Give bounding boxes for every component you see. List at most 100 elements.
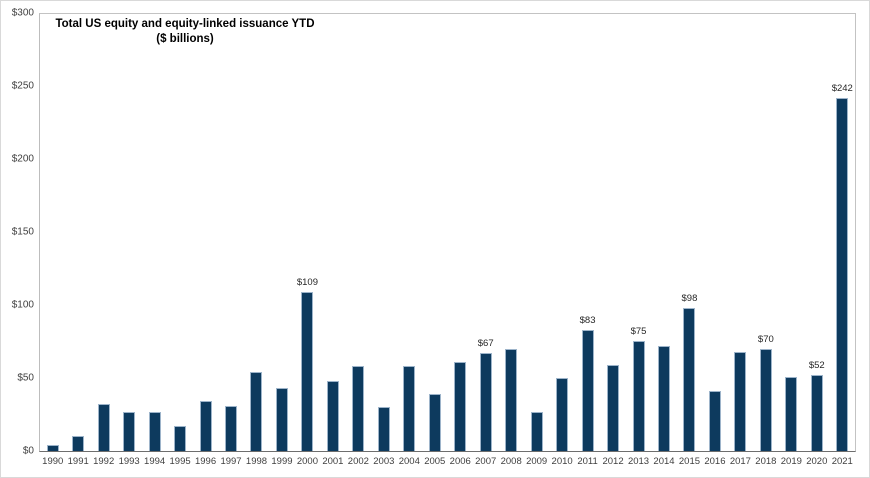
- bar-slot-1995: 1995: [167, 14, 192, 467]
- chart-title: Total US equity and equity-linked issuan…: [40, 17, 330, 47]
- bar-slot-1999: 1999: [269, 14, 294, 467]
- data-label-2000: $109: [296, 277, 318, 288]
- bar-1999: [275, 388, 288, 451]
- bar-2013: [632, 341, 645, 451]
- bar-slot-1992: 1992: [91, 14, 116, 467]
- x-tick-label-2001: 2001: [322, 456, 344, 467]
- bar-slot-1990: 1990: [40, 14, 65, 467]
- x-tick-label-2008: 2008: [500, 456, 522, 467]
- bar-slot-2004: 2004: [397, 14, 422, 467]
- bar-slot-2015: $98 2015: [677, 14, 702, 467]
- bar-slot-1994: 1994: [142, 14, 167, 467]
- x-tick-label-2005: 2005: [424, 456, 446, 467]
- x-tick-label-2012: 2012: [602, 456, 624, 467]
- bar-slot-2003: 2003: [371, 14, 396, 467]
- bar-2017: [734, 352, 747, 451]
- bar-2001: [326, 381, 339, 451]
- bar-1996: [199, 401, 212, 451]
- y-tick-label: $150: [11, 226, 34, 238]
- x-tick-label-2019: 2019: [780, 456, 802, 467]
- x-tick-label-2021: 2021: [831, 456, 853, 467]
- bar-slot-2010: 2010: [549, 14, 574, 467]
- data-label-2013: $75: [630, 326, 647, 337]
- x-tick-label-1993: 1993: [118, 456, 140, 467]
- bars-group: 1990 1991 1992 1993 1994 1995 1996 1997 1998 1999…: [40, 14, 855, 467]
- y-tick-label: $0: [22, 445, 34, 457]
- data-label-2021: $242: [831, 83, 853, 94]
- data-label-2015: $98: [681, 293, 698, 304]
- data-label-2011: $83: [579, 315, 596, 326]
- bar-slot-2012: 2012: [600, 14, 625, 467]
- x-tick-label-2009: 2009: [526, 456, 548, 467]
- x-tick-label-2013: 2013: [627, 456, 650, 467]
- x-tick-label-2017: 2017: [729, 456, 751, 467]
- bar-2008: [505, 349, 518, 451]
- x-tick-label-1998: 1998: [245, 456, 268, 467]
- bar-slot-2005: 2005: [422, 14, 447, 467]
- bar-slot-2002: 2002: [346, 14, 371, 467]
- bar-2004: [403, 366, 416, 451]
- bar-1992: [97, 404, 110, 451]
- bar-slot-1991: 1991: [65, 14, 90, 467]
- bar-slot-2021: $242 2021: [830, 14, 855, 467]
- x-tick-label-1994: 1994: [144, 456, 166, 467]
- bar-slot-2001: 2001: [320, 14, 345, 467]
- x-tick-label-2000: 2000: [296, 456, 318, 467]
- x-tick-label-2015: 2015: [678, 456, 701, 467]
- bar-2006: [454, 362, 467, 451]
- bar-slot-2009: 2009: [524, 14, 549, 467]
- x-tick-label-1991: 1991: [67, 456, 89, 467]
- bar-slot-2014: 2014: [651, 14, 676, 467]
- bar-1993: [123, 412, 136, 451]
- bar-2002: [352, 366, 365, 451]
- bar-slot-2008: 2008: [498, 14, 523, 467]
- bar-1997: [225, 406, 238, 451]
- x-tick-label-2020: 2020: [806, 456, 828, 467]
- bar-slot-2018: $70 2018: [753, 14, 778, 467]
- x-tick-label-1992: 1992: [93, 456, 115, 467]
- bar-2009: [530, 412, 543, 451]
- x-tick-label-2016: 2016: [704, 456, 726, 467]
- y-tick-label: $100: [11, 299, 34, 311]
- bar-2003: [377, 407, 390, 451]
- bar-slot-1993: 1993: [116, 14, 141, 467]
- bar-slot-2011: $83 2011: [575, 14, 600, 467]
- bar-2012: [607, 365, 620, 451]
- chart-title-line1: Total US equity and equity-linked issuan…: [55, 18, 315, 30]
- y-tick-label: $300: [11, 7, 34, 19]
- bar-2011: [581, 330, 594, 451]
- bar-2007: [479, 353, 492, 451]
- x-tick-label-2010: 2010: [551, 456, 573, 467]
- bar-1990: [46, 445, 59, 451]
- data-label-2007: $67: [477, 338, 494, 349]
- bar-slot-2020: $52 2020: [804, 14, 829, 467]
- bar-slot-2006: 2006: [448, 14, 473, 467]
- x-tick-label-1995: 1995: [169, 456, 191, 467]
- bar-2016: [708, 391, 721, 451]
- x-tick-label-1999: 1999: [271, 456, 293, 467]
- y-tick-label: $50: [17, 372, 34, 384]
- bar-2018: [759, 349, 772, 451]
- plot-area: 1990 1991 1992 1993 1994 1995 1996 1997 1998 1999…: [39, 13, 856, 467]
- x-tick-label-1996: 1996: [194, 456, 217, 467]
- bar-slot-2000: $109 2000: [295, 14, 320, 467]
- bar-1995: [174, 426, 187, 451]
- data-label-2020: $52: [808, 360, 825, 371]
- x-tick-label-2007: 2007: [475, 456, 497, 467]
- bar-slot-2016: 2016: [702, 14, 727, 467]
- y-tick-label: $200: [11, 153, 34, 165]
- bar-2019: [785, 377, 798, 451]
- bar-1991: [72, 436, 85, 451]
- x-tick-label-2004: 2004: [398, 456, 420, 467]
- x-tick-label-2003: 2003: [373, 456, 395, 467]
- chart-title-line2: ($ billions): [156, 32, 214, 45]
- bar-slot-1996: 1996: [193, 14, 218, 467]
- bar-2015: [683, 308, 696, 451]
- x-tick-label-2014: 2014: [653, 456, 675, 467]
- x-tick-label-1997: 1997: [220, 456, 242, 467]
- x-tick-label-2002: 2002: [347, 456, 369, 467]
- x-tick-label-2018: 2018: [755, 456, 777, 467]
- bar-2005: [428, 394, 441, 451]
- bar-2021: [836, 98, 849, 451]
